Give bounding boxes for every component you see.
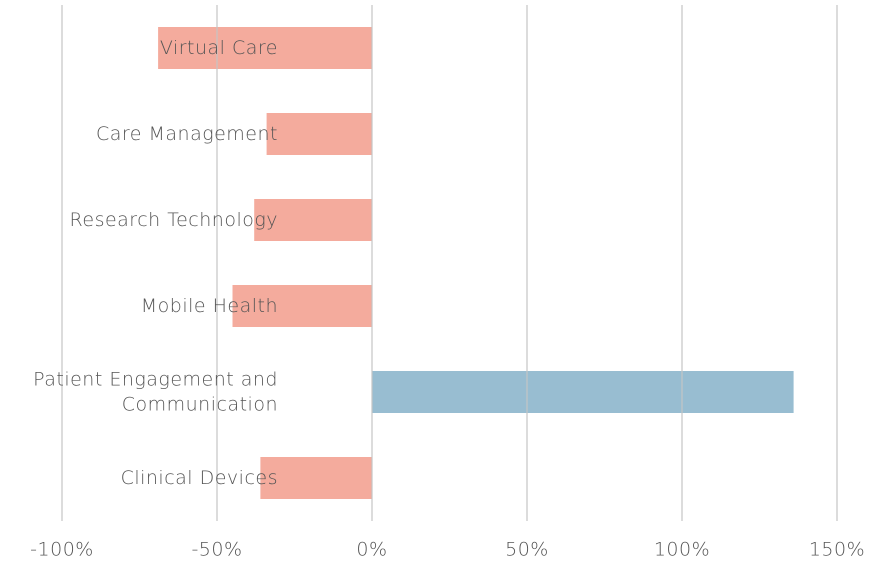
bar: [372, 371, 794, 413]
x-tick-label: -50%: [191, 539, 242, 561]
y-tick-label: Research Technology: [70, 209, 278, 231]
x-tick-label: 50%: [505, 539, 549, 561]
y-tick-label: Mobile Health: [141, 295, 278, 317]
label-line: Care Management: [96, 123, 278, 145]
bar: [158, 27, 372, 69]
label-line: Research Technology: [70, 209, 278, 231]
label-line: Communication: [122, 393, 278, 415]
x-tick-label: -100%: [30, 539, 94, 561]
x-tick-label: 100%: [654, 539, 710, 561]
label-line: Clinical Devices: [121, 467, 278, 489]
y-tick-label: Care Management: [96, 123, 278, 145]
y-tick-label: Patient Engagement and Communication: [33, 368, 278, 415]
x-tick-label: 150%: [809, 539, 865, 561]
bar: [232, 285, 372, 327]
label-line: Mobile Health: [141, 295, 278, 317]
bar: [254, 199, 372, 241]
label-line: Patient Engagement and: [33, 368, 278, 390]
y-tick-label: Virtual Care: [160, 37, 278, 59]
label-line: Virtual Care: [160, 37, 278, 59]
x-tick-label: 0%: [356, 539, 387, 561]
bar: [266, 113, 372, 155]
y-tick-label: Clinical Devices: [121, 467, 278, 489]
bar: [260, 457, 372, 499]
